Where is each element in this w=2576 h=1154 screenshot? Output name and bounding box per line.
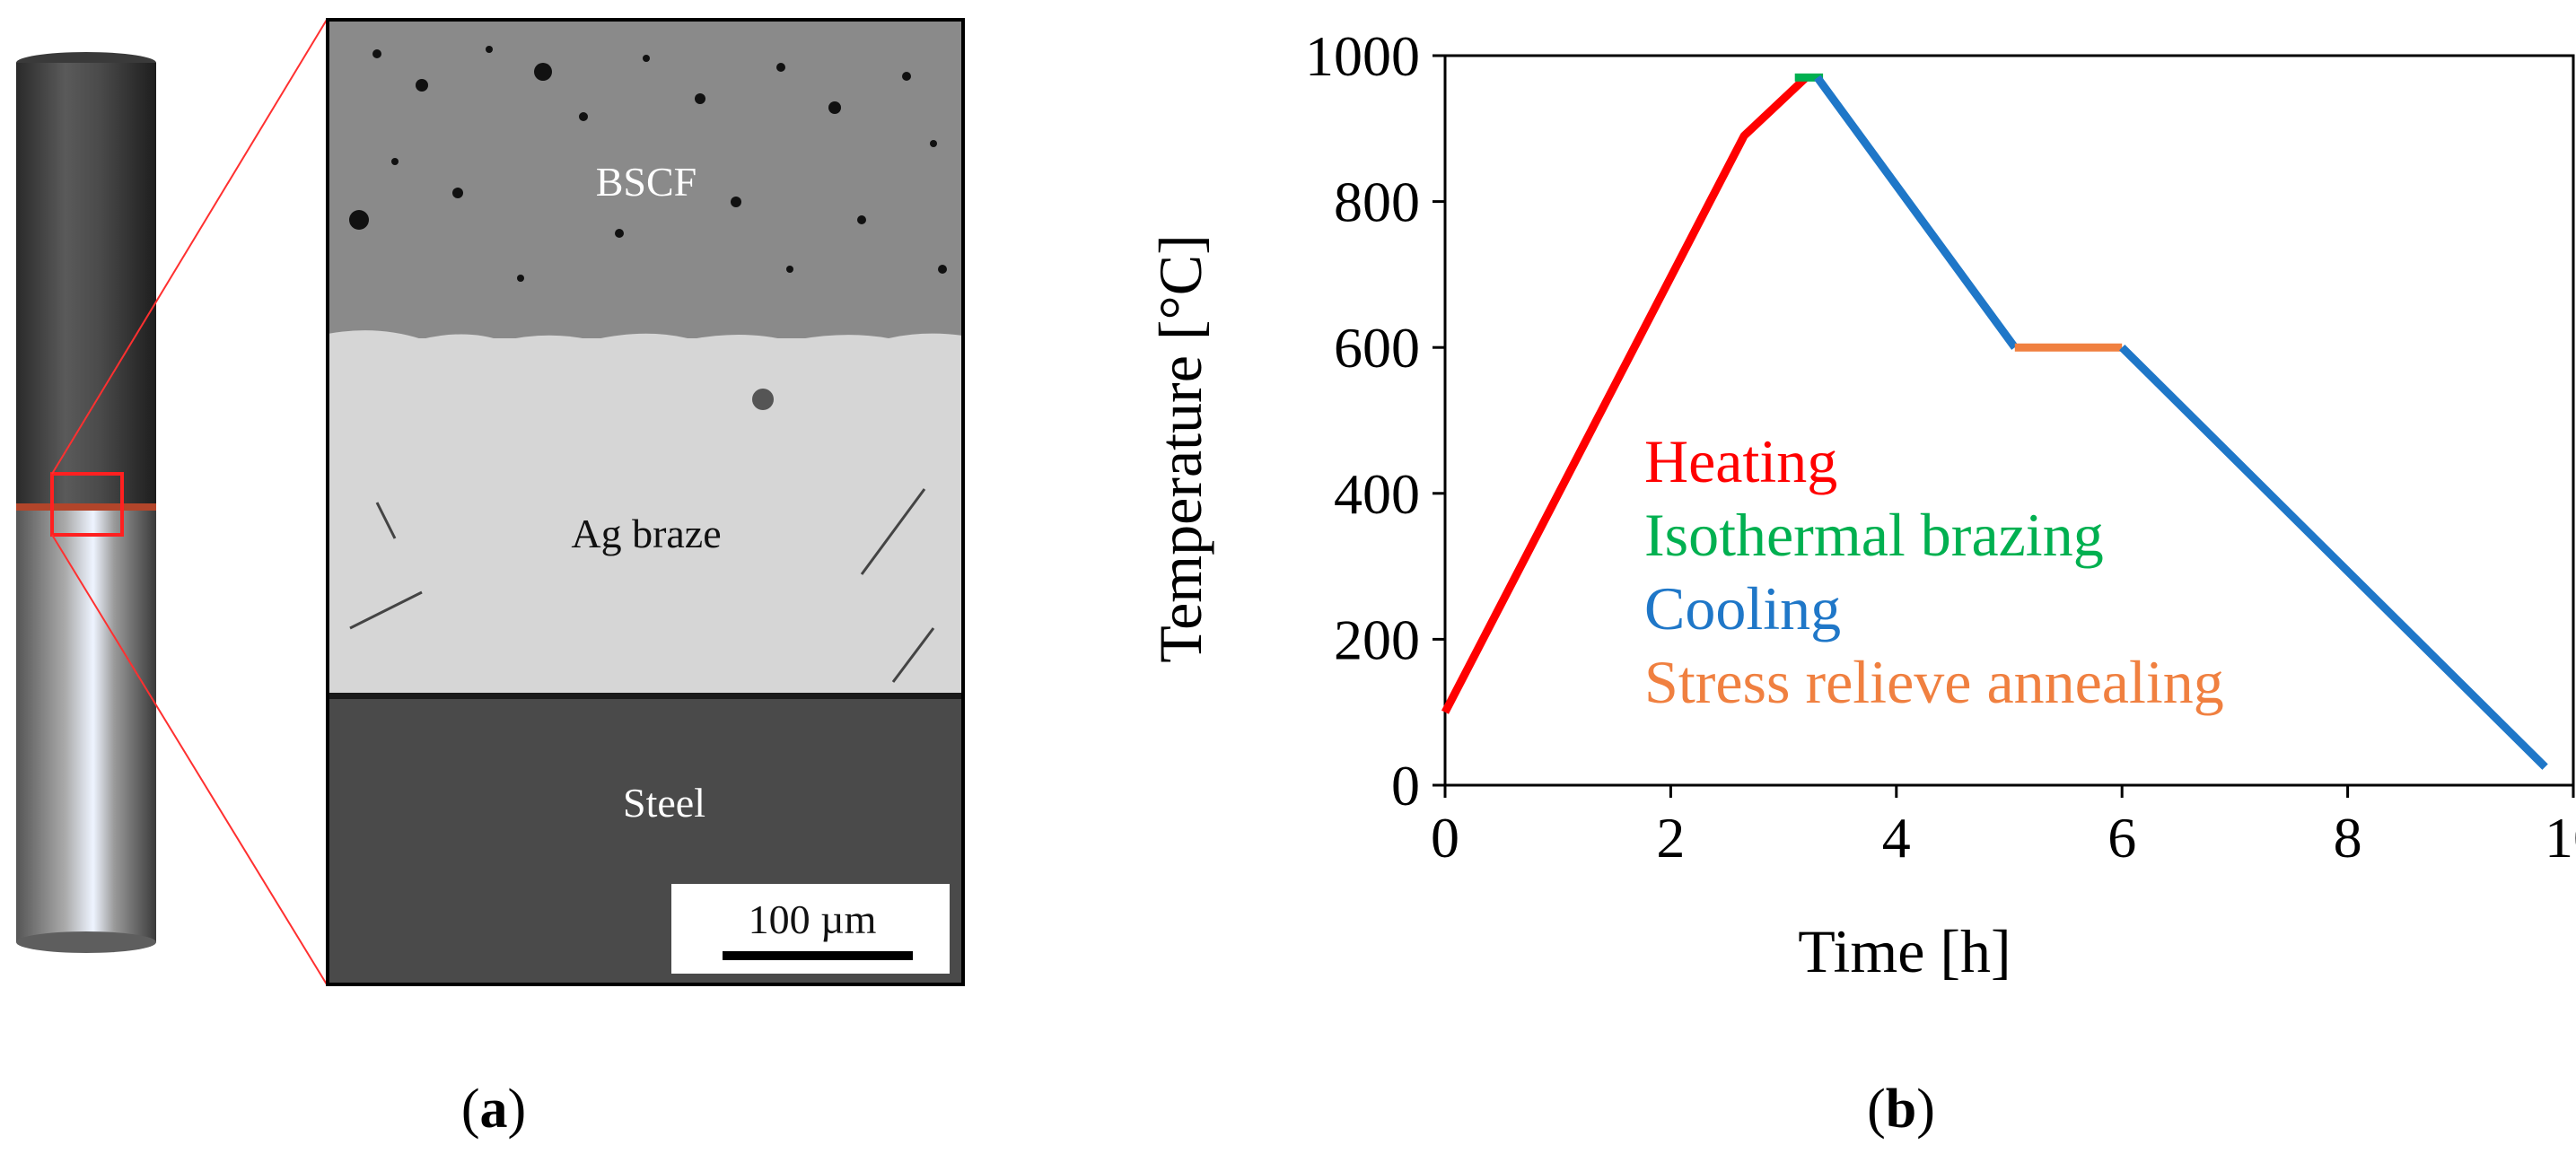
micrograph: BSCF Ag braze Steel 100 µm bbox=[326, 18, 965, 986]
series-cooling bbox=[2119, 345, 2548, 770]
ag-braze-layer bbox=[328, 338, 963, 695]
y-tick-label: 1000 bbox=[1305, 24, 1420, 88]
braze-inclusion bbox=[752, 389, 774, 410]
legend-item-heating: Heating bbox=[1644, 427, 1837, 495]
micrograph-frame bbox=[326, 18, 965, 986]
caption-a-letter: a bbox=[480, 1079, 508, 1140]
x-tick-label: 4 bbox=[1882, 806, 1911, 870]
y-tick-label: 200 bbox=[1334, 608, 1420, 671]
legend-item-isothermal-brazing: Isothermal brazing bbox=[1644, 501, 2104, 569]
sample-cylinder bbox=[16, 19, 328, 985]
cylinder-bottom-cap bbox=[16, 931, 156, 953]
y-tick-label: 0 bbox=[1391, 754, 1420, 817]
bscf-braze-interface bbox=[328, 330, 963, 345]
caption-b: (b) bbox=[1867, 1079, 1935, 1140]
scale-bar bbox=[723, 951, 913, 960]
cylinder-bscf-part bbox=[16, 63, 156, 507]
label-steel: Steel bbox=[623, 780, 705, 826]
zoom-line-top bbox=[51, 19, 328, 475]
x-tick-label: 10 bbox=[2545, 806, 2576, 870]
panel-b: 0 2 4 6 8 10 0 200 400 600 800 1000 HeatingIsother… bbox=[1146, 24, 2576, 1140]
series-heating bbox=[1441, 74, 1809, 714]
scale-bar-label: 100 µm bbox=[749, 896, 877, 942]
panel-a: BSCF Ag braze Steel 100 µm (a) bbox=[16, 18, 965, 1140]
label-ag-braze: Ag braze bbox=[571, 511, 721, 556]
label-bscf: BSCF bbox=[596, 159, 697, 205]
bscf-layer bbox=[328, 20, 963, 338]
x-axis-label: Time [h] bbox=[1798, 917, 2011, 985]
pores bbox=[349, 46, 947, 282]
caption-a: (a) bbox=[461, 1079, 526, 1140]
x-axis-ticks: 0 2 4 6 8 10 bbox=[1431, 785, 2576, 870]
x-tick-label: 6 bbox=[2107, 806, 2136, 870]
legend-item-cooling: Cooling bbox=[1644, 574, 1841, 643]
series-cooling bbox=[1814, 74, 2019, 350]
cylinder-steel-part bbox=[16, 511, 156, 942]
y-tick-label: 600 bbox=[1334, 316, 1420, 380]
caption-b-letter: b bbox=[1886, 1079, 1916, 1140]
cylinder-braze-joint bbox=[16, 503, 156, 511]
steel-braze-interface bbox=[328, 693, 963, 699]
zoom-line-bottom bbox=[51, 534, 328, 985]
plot-area bbox=[1443, 54, 2575, 787]
y-axis-ticks: 0 200 400 600 800 1000 bbox=[1305, 24, 1445, 817]
series-lines bbox=[1441, 73, 2548, 770]
x-tick-label: 8 bbox=[2334, 806, 2362, 870]
legend-item-stress-relieve-annealing: Stress relieve annealing bbox=[1644, 648, 2224, 716]
zoom-region-box bbox=[50, 472, 124, 537]
x-tick-label: 0 bbox=[1431, 806, 1459, 870]
y-tick-label: 800 bbox=[1334, 170, 1420, 234]
x-tick-label: 2 bbox=[1656, 806, 1685, 870]
y-tick-label: 400 bbox=[1334, 462, 1420, 526]
temperature-chart: 0 2 4 6 8 10 0 200 400 600 800 1000 HeatingIsother… bbox=[1146, 24, 2576, 985]
braze-precipitates bbox=[349, 488, 935, 683]
y-axis-label: Temperature [°C] bbox=[1146, 234, 1214, 662]
